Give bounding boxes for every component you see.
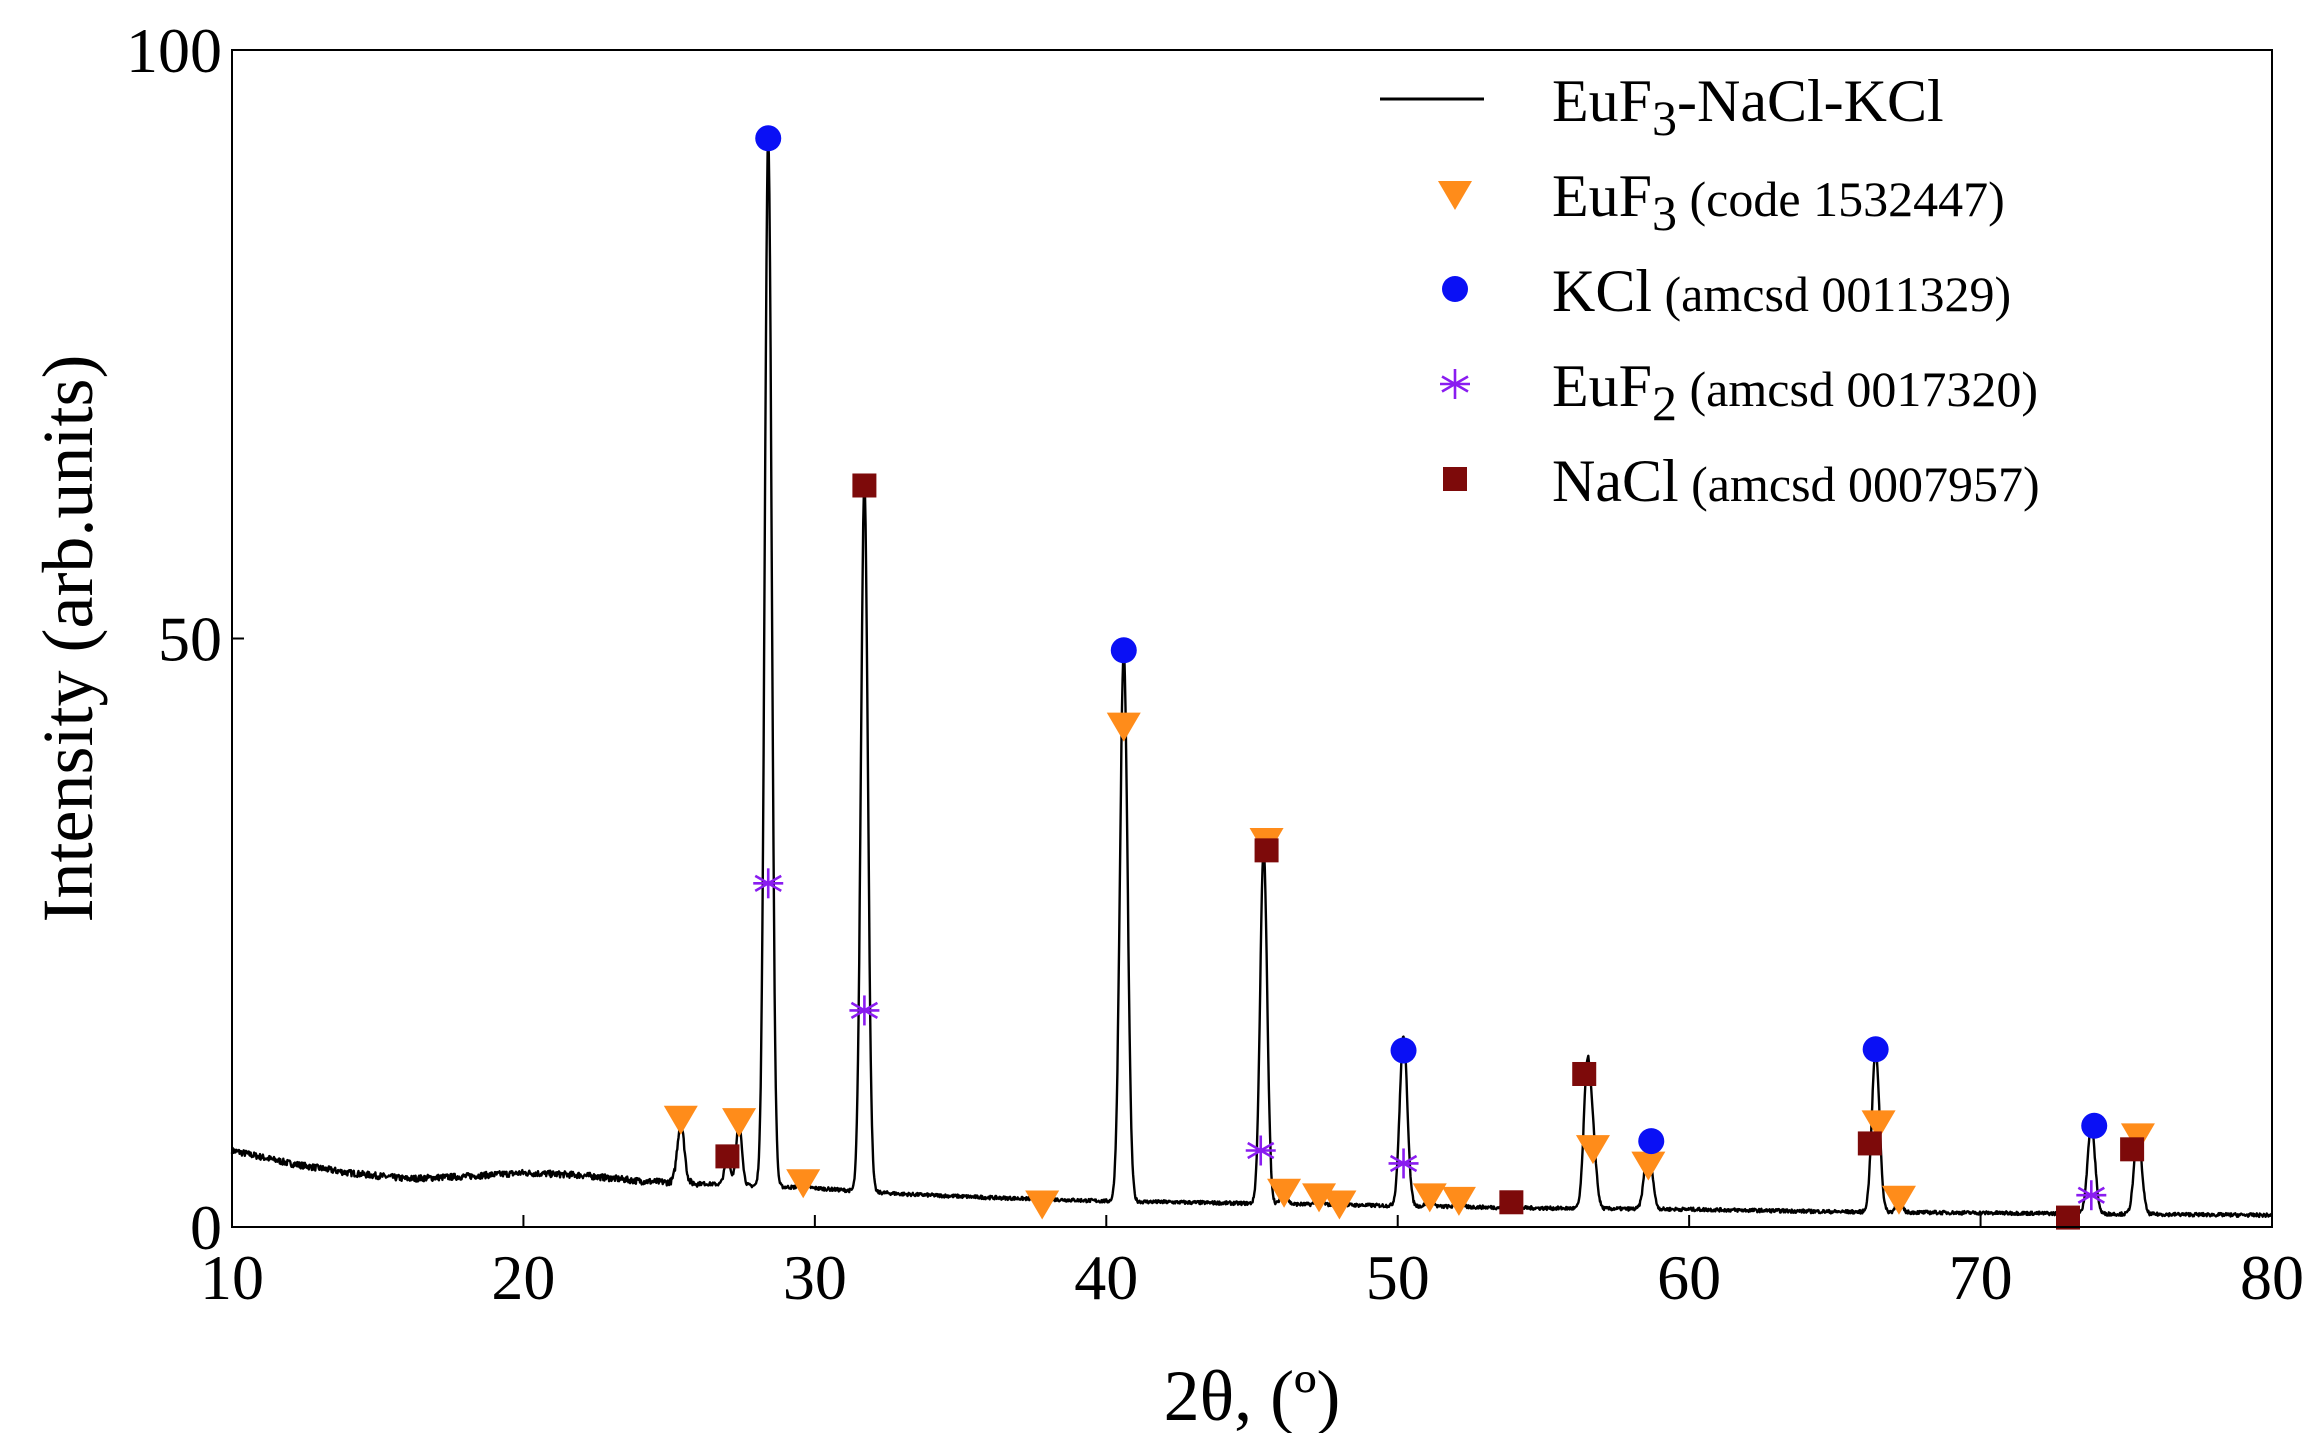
legend-euf2-note: (amcsd 0017320) — [1677, 361, 2038, 417]
legend-nacl-note: (amcsd 0007957) — [1679, 456, 2040, 512]
x-tick-label: 30 — [783, 1242, 847, 1313]
x-tick-label: 70 — [1949, 1242, 2013, 1313]
legend-entry-euf3: EuF3 (code 1532447) — [1552, 163, 2005, 241]
euf3-marker — [1575, 1135, 1610, 1165]
euf3-marker — [1861, 1110, 1896, 1140]
legend-pattern-main: EuF — [1552, 68, 1652, 134]
legend-entry-pattern: EuF3-NaCl-KCl — [1552, 68, 1944, 146]
nacl-marker — [1254, 838, 1279, 863]
nacl-marker — [715, 1144, 740, 1169]
y-tick-label: 100 — [126, 15, 222, 86]
kcl-marker — [1638, 1128, 1665, 1155]
nacl-marker — [1857, 1131, 1882, 1156]
legend-symbol-kcl — [1442, 276, 1468, 302]
legend-entry-nacl: NaCl (amcsd 0007957) — [1552, 448, 2040, 514]
euf3-marker — [1412, 1183, 1447, 1213]
nacl-marker — [2120, 1137, 2145, 1162]
legend-euf3-subscript: 3 — [1652, 185, 1677, 241]
legend-euf2-main: EuF — [1552, 353, 1652, 419]
nacl-marker — [1572, 1061, 1597, 1086]
nacl-marker — [1499, 1190, 1524, 1215]
pattern-layer — [230, 137, 2274, 1219]
legend-euf2-subscript: 2 — [1652, 375, 1677, 431]
euf2-marker — [849, 995, 880, 1026]
legend-pattern-rest: -NaCl-KCl — [1677, 68, 1944, 134]
legend-pattern-subscript: 3 — [1652, 90, 1677, 146]
euf3-marker — [722, 1108, 757, 1138]
euf3-marker — [786, 1169, 821, 1199]
euf3-marker — [1025, 1190, 1060, 1220]
x-tick-label: 60 — [1657, 1242, 1721, 1313]
legend-entry-euf2: EuF2 (amcsd 0017320) — [1552, 353, 2038, 431]
euf2-marker — [1388, 1148, 1419, 1179]
euf3-marker — [1631, 1151, 1666, 1181]
y-axis-title: Intensity (arb.units) — [28, 355, 108, 923]
euf2-marker — [1245, 1135, 1276, 1166]
euf2-marker — [2076, 1180, 2107, 1211]
legend-euf3-main: EuF — [1552, 163, 1652, 229]
euf2-marker — [753, 868, 784, 899]
nacl-marker — [852, 473, 877, 498]
y-tick-label: 50 — [158, 604, 222, 675]
legend-nacl-main: NaCl — [1552, 448, 1679, 514]
legend-symbol-nacl — [1443, 467, 1467, 491]
legend-euf3-note: (code 1532447) — [1677, 171, 2005, 227]
reference-marker-layer — [663, 125, 2155, 1230]
kcl-marker — [1110, 637, 1137, 664]
series-line-euf3-nacl-kcl — [230, 137, 2274, 1219]
legend-kcl-note: (amcsd 0011329) — [1652, 266, 2011, 322]
x-tick-label: 80 — [2240, 1242, 2304, 1313]
x-tick-label: 40 — [1074, 1242, 1138, 1313]
euf3-marker — [1881, 1185, 1916, 1215]
y-tick-label: 0 — [190, 1192, 222, 1263]
x-axis-title: 2θ, (º) — [1164, 1356, 1341, 1433]
legend-entry-kcl: KCl (amcsd 0011329) — [1552, 258, 2011, 324]
x-tick-label: 50 — [1366, 1242, 1430, 1313]
kcl-marker — [1862, 1036, 1889, 1063]
euf3-marker — [1322, 1190, 1357, 1220]
euf3-marker — [1441, 1186, 1476, 1216]
kcl-marker — [1390, 1037, 1417, 1064]
kcl-marker — [2081, 1112, 2108, 1139]
axis-layer: 10 20 30 40 50 60 70 80 0 50 100 — [126, 15, 2304, 1313]
euf3-marker — [1106, 712, 1141, 742]
legend-symbol-euf3 — [1438, 181, 1472, 210]
x-tick-label: 20 — [491, 1242, 555, 1313]
nacl-marker — [2056, 1205, 2080, 1230]
legend-symbol-euf2 — [1440, 369, 1470, 399]
legend-kcl-main: KCl — [1552, 258, 1652, 324]
euf3-marker — [663, 1105, 698, 1135]
x-tick-label: 10 — [200, 1242, 264, 1313]
kcl-marker — [755, 125, 782, 152]
euf3-marker — [1267, 1178, 1302, 1208]
